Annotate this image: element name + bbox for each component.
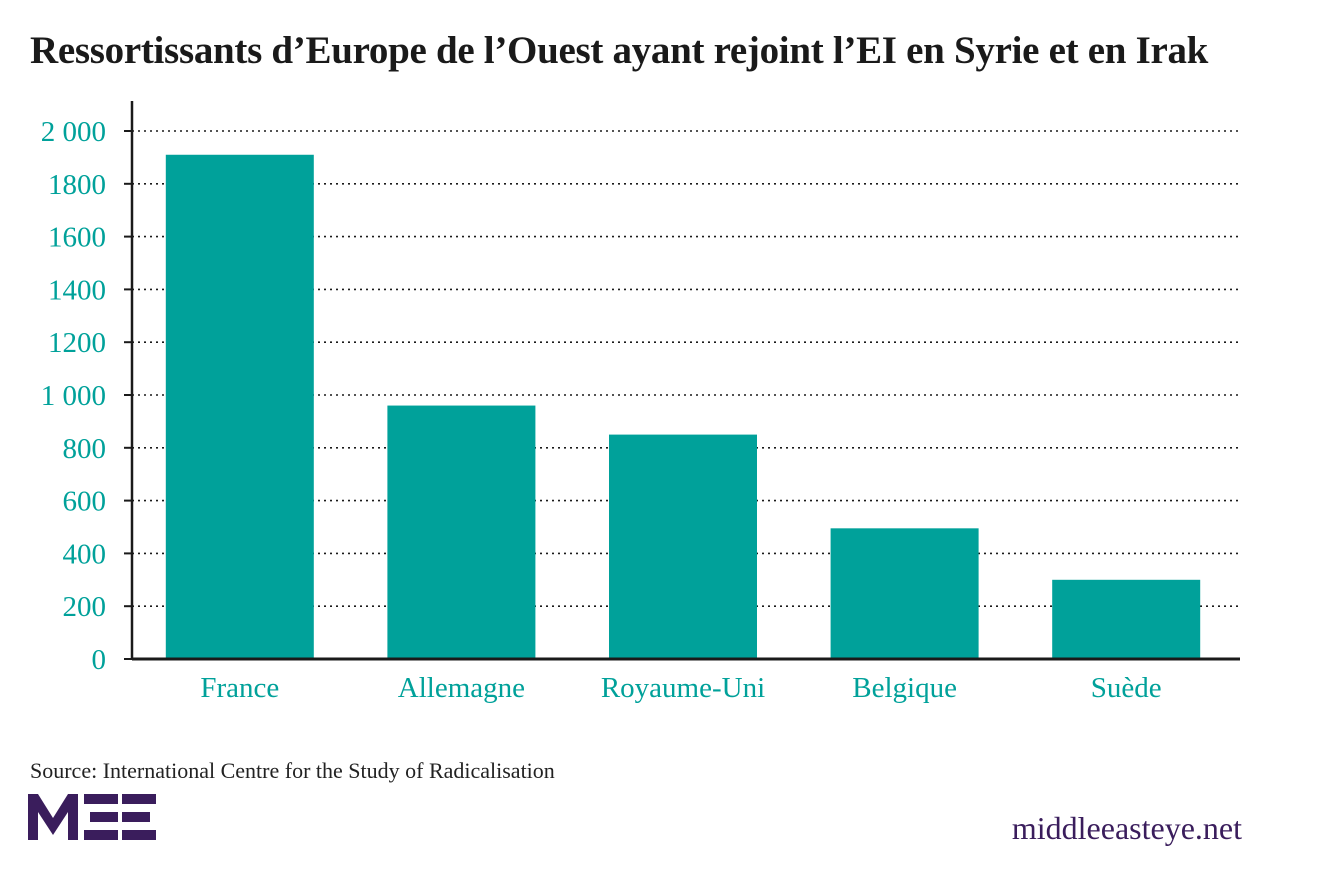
- y-tick-label: 1200: [48, 327, 106, 359]
- x-tick-label: France: [200, 672, 279, 704]
- bar: [609, 434, 757, 659]
- y-tick-label: 1 000: [41, 380, 106, 412]
- y-tick-label: 1400: [48, 274, 106, 306]
- bar: [165, 154, 314, 659]
- x-tick-label: Belgique: [852, 672, 957, 704]
- bar: [830, 528, 979, 659]
- bar-chart: 0 200 400 600 800 1 000 1200 1400 1600 1800 2 000 F…: [41, 101, 1240, 704]
- bar: [387, 405, 536, 659]
- chart-title: Ressortissants d’Europe de l’Ouest ayant…: [30, 29, 1209, 72]
- x-tick-label: Royaume-Uni: [601, 672, 765, 704]
- x-tick-label: Suède: [1091, 672, 1162, 704]
- y-tick-label: 400: [63, 538, 107, 570]
- bar: [1052, 579, 1201, 659]
- y-tick-label: 800: [63, 433, 107, 465]
- y-tick-label: 2 000: [41, 116, 106, 148]
- y-tick-label: 1600: [48, 222, 106, 254]
- y-tick-label: 1800: [48, 169, 106, 201]
- mee-logo: [28, 790, 158, 851]
- y-tick-label: 600: [63, 486, 107, 518]
- source-note: Source: International Centre for the Stu…: [30, 758, 555, 783]
- site-url[interactable]: middleeasteye.net: [1011, 810, 1242, 846]
- x-tick-label: Allemagne: [398, 672, 525, 704]
- mee-logo-mark: [28, 794, 156, 840]
- y-tick-label: 0: [92, 644, 107, 676]
- y-tick-label: 200: [63, 591, 107, 623]
